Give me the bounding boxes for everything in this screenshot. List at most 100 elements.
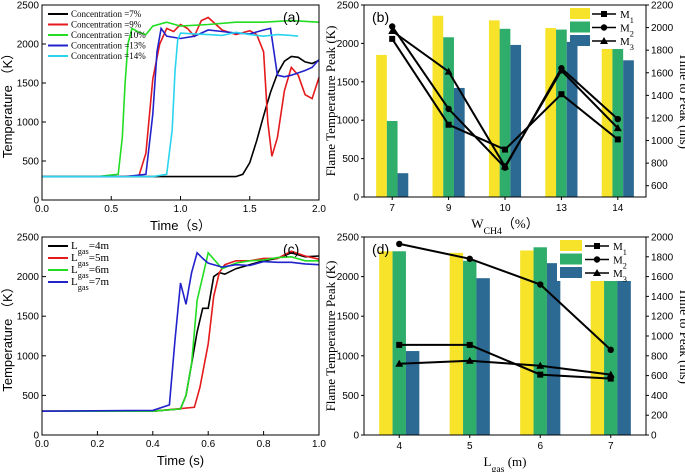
y-right-tick-label: 2200 — [651, 1, 674, 12]
y-tick-label: 500 — [342, 154, 359, 165]
y-tick-label: 2500 — [17, 233, 40, 244]
y-tick-label: 1500 — [337, 77, 360, 88]
x-tick-label: 0.2 — [90, 439, 104, 450]
y-tick-label: 2000 — [337, 39, 360, 50]
x-tick-label: 14 — [612, 203, 624, 214]
time-marker-0-1 — [466, 341, 473, 348]
bar-M1-2 — [520, 250, 534, 435]
y-right-axis-label: Time to Peak (ms) — [677, 53, 685, 149]
y-right-tick-label: 600 — [651, 181, 668, 192]
legend-entry-0: Concentration =7% — [71, 9, 142, 19]
legend-entry-0: M1 — [613, 241, 627, 257]
bar-M1-3 — [590, 251, 605, 435]
bar-M2-3 — [556, 29, 567, 197]
legend-marker-1 — [600, 24, 608, 31]
y-right-tick-label: 2000 — [651, 23, 674, 34]
legend-entry-0: M1 — [620, 9, 634, 25]
bar-M1-1 — [432, 15, 444, 198]
legend-entry-4: Concentration =14% — [71, 51, 146, 61]
y-tick-label: 500 — [22, 391, 39, 402]
series-line-3 — [42, 26, 320, 178]
x-tick-label: 9 — [446, 203, 452, 214]
time-marker-2-1 — [444, 67, 453, 75]
series-line-2 — [42, 19, 320, 178]
panel-b: 7 9 10 13 14 0 500 1000 1500 2000 2500 600 800 1000 12… — [323, 1, 685, 237]
x-tick-label: 0.5 — [104, 204, 118, 215]
y-tick-label: 2500 — [337, 233, 360, 244]
time-marker-0-4 — [614, 136, 621, 143]
bar-M3-2 — [510, 44, 522, 197]
bar-M3-4 — [623, 60, 634, 197]
y-right-tick-label: 1800 — [651, 46, 674, 57]
bar-M3-1 — [476, 278, 490, 435]
y-tick-label: 1000 — [337, 351, 360, 362]
time-line-1 — [399, 242, 612, 351]
bar-M1-0 — [376, 54, 387, 197]
series-line-2 — [42, 251, 319, 413]
y-tick-label: 1500 — [17, 312, 40, 323]
y-tick-label: 0 — [33, 431, 39, 442]
legend-bar-swatch-2 — [560, 267, 582, 278]
time-marker-1-1 — [466, 255, 473, 262]
time-line-2 — [399, 359, 611, 376]
time-marker-1-0 — [389, 23, 396, 30]
panel-label: (c) — [283, 241, 299, 257]
legend-marker-0 — [594, 243, 600, 249]
x-tick-label: 0.0 — [35, 439, 49, 450]
y-right-tick-label: 400 — [651, 391, 668, 402]
y-right-tick-label: 1600 — [651, 272, 674, 283]
legend-bar-swatch-0 — [570, 8, 590, 19]
y-axis-label: Temperature （K） — [0, 47, 15, 158]
x-tick-label: 1.0 — [312, 439, 326, 450]
series-line-1 — [42, 250, 320, 413]
bar-M2-2 — [533, 247, 547, 435]
y-axis-label: Flame Temperature Peak (K) — [323, 26, 338, 177]
time-marker-0-3 — [558, 91, 565, 98]
legend-marker-1 — [593, 256, 601, 263]
bar-M3-2 — [546, 263, 561, 435]
x-tick-label: 13 — [556, 203, 568, 214]
bar-M1-3 — [545, 28, 557, 198]
time-marker-0-1 — [445, 121, 452, 128]
legend-entry-3: Concentration =13% — [71, 41, 146, 51]
legend-bar-swatch-1 — [560, 253, 582, 265]
legend-entry-2: M3 — [620, 36, 634, 52]
time-marker-0-0 — [396, 341, 403, 348]
bar-M3-0 — [405, 351, 420, 435]
y-right-tick-label: 600 — [651, 371, 668, 382]
bar-M2-4 — [612, 24, 624, 197]
y-tick-label: 2000 — [17, 272, 40, 283]
legend-bar-swatch-2 — [570, 35, 590, 46]
time-marker-2-2 — [536, 361, 545, 369]
time-marker-2-3 — [606, 370, 615, 378]
y-right-tick-label: 1800 — [651, 252, 674, 263]
x-axis-label: Time (s) — [157, 453, 204, 468]
panel-d: 4 5 6 7 0 500 1000 1500 2000 2500 0 200 400 600 800 100… — [323, 233, 685, 472]
y-right-tick-label: 1200 — [651, 312, 674, 323]
y-right-tick-label: 1000 — [651, 332, 674, 343]
legend-bar-swatch-0 — [560, 240, 582, 251]
time-marker-1-0 — [396, 240, 403, 248]
series-line-4 — [42, 31, 299, 178]
y-right-tick-label: 2000 — [651, 233, 674, 244]
legend-marker-2 — [600, 37, 608, 44]
time-marker-2-0 — [388, 26, 397, 34]
time-line-0 — [399, 343, 611, 380]
legend-entry-0: Lgas=4m — [71, 240, 109, 256]
time-marker-0-2 — [502, 146, 508, 153]
x-axis-label: Lgas (m) — [484, 454, 527, 472]
x-tick-label: 5 — [467, 441, 473, 452]
y-tick-label: 0 — [353, 431, 359, 442]
panel-label: (a) — [283, 9, 300, 25]
bar-M1-4 — [601, 26, 613, 198]
time-marker-1-1 — [445, 105, 452, 113]
time-marker-0-0 — [389, 35, 396, 42]
legend-marker-0 — [601, 11, 607, 17]
y-tick-label: 1500 — [337, 312, 360, 323]
bar-M2-0 — [386, 120, 398, 197]
bar-M3-0 — [397, 173, 409, 197]
y-right-tick-label: 1400 — [651, 91, 674, 102]
legend-entry-3: Lgas=7m — [71, 276, 109, 292]
